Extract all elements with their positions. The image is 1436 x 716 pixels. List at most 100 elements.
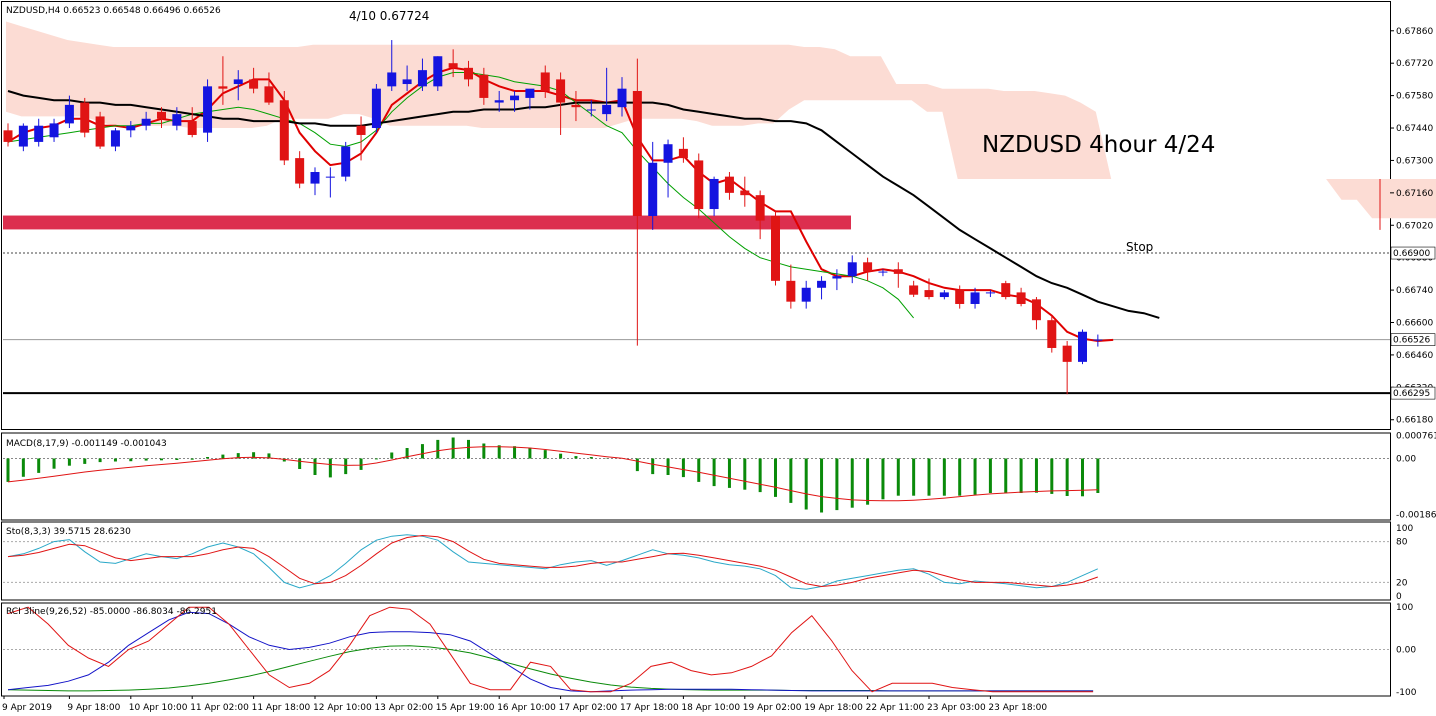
candle-body[interactable] xyxy=(95,116,105,147)
candle-body[interactable] xyxy=(494,100,504,103)
current-price-tag: 0.66526 xyxy=(1393,336,1430,346)
candle-body[interactable] xyxy=(617,88,627,108)
candle-body[interactable] xyxy=(955,290,965,304)
candle-body[interactable] xyxy=(448,63,458,68)
candle-body[interactable] xyxy=(740,190,750,196)
time-tick-label: 16 Apr 10:00 xyxy=(497,703,556,713)
price-panel[interactable]: 0.67860 0.67720 0.67580 0.67440 0.67300 0.671… xyxy=(1,1,1436,430)
candle-body[interactable] xyxy=(878,271,888,273)
candle-body[interactable] xyxy=(187,121,197,135)
candle-body[interactable] xyxy=(832,276,842,279)
candle-body[interactable] xyxy=(970,292,980,304)
candle-body[interactable] xyxy=(801,287,811,302)
macd-panel[interactable]: 0.000761 0.00 -0.001865 xyxy=(1,432,1436,521)
time-tick-label: 17 Apr 18:00 xyxy=(620,703,679,713)
candle-body[interactable] xyxy=(34,125,44,142)
macd-frame xyxy=(1,432,1391,521)
candle-body[interactable] xyxy=(939,292,949,298)
candle-body[interactable] xyxy=(325,176,335,178)
time-tick-label: 23 Apr 03:00 xyxy=(927,703,986,713)
candle-body[interactable] xyxy=(924,290,934,298)
candle-body[interactable] xyxy=(356,125,366,135)
rci-short-line xyxy=(7,606,1094,693)
candle-body[interactable] xyxy=(3,130,13,142)
candle-body[interactable] xyxy=(172,114,182,126)
candle-body[interactable] xyxy=(540,72,550,91)
candle-body[interactable] xyxy=(110,130,120,147)
candle-body[interactable] xyxy=(909,285,919,295)
price-tick-label: 0.66740 xyxy=(1396,286,1433,296)
candle-body[interactable] xyxy=(817,280,827,288)
candle-body[interactable] xyxy=(724,176,734,193)
candle-body[interactable] xyxy=(387,72,397,87)
candle-body[interactable] xyxy=(402,79,412,85)
macd-tick-label: -0.001865 xyxy=(1396,510,1436,520)
candle-body[interactable] xyxy=(556,79,566,103)
candle-body[interactable] xyxy=(893,269,903,274)
candle-body[interactable] xyxy=(1031,299,1041,321)
candle-body[interactable] xyxy=(218,86,228,89)
candle-body[interactable] xyxy=(126,125,136,131)
stochastic-tick-label: 20 xyxy=(1396,578,1408,588)
candle-body[interactable] xyxy=(1078,331,1087,362)
candle-body[interactable] xyxy=(141,118,151,126)
candle-body[interactable] xyxy=(678,148,688,159)
candle-body[interactable] xyxy=(694,160,704,210)
candle-body[interactable] xyxy=(648,162,658,216)
candle-body[interactable] xyxy=(18,125,28,147)
candle-body[interactable] xyxy=(1093,339,1103,341)
stochastic-tick-label: 0 xyxy=(1396,592,1402,602)
stop-price-tag-box xyxy=(1390,246,1436,260)
candle-body[interactable] xyxy=(663,144,673,163)
candle-body[interactable] xyxy=(64,104,74,124)
candle-body[interactable] xyxy=(157,111,166,119)
stochastic-signal-line xyxy=(7,534,1098,588)
candle-body[interactable] xyxy=(586,109,596,111)
stochastic-tick-label: 80 xyxy=(1396,538,1408,548)
candle-body[interactable] xyxy=(571,104,581,108)
candle-body[interactable] xyxy=(632,90,642,216)
stochastic-panel[interactable]: 100 80 20 0 xyxy=(1,521,1414,602)
candle-body[interactable] xyxy=(510,95,520,101)
candle-body[interactable] xyxy=(1062,345,1072,362)
candle-body[interactable] xyxy=(80,102,90,133)
candle-body[interactable] xyxy=(1016,292,1026,304)
candle-body[interactable] xyxy=(1047,320,1057,348)
candle-body[interactable] xyxy=(755,195,765,221)
candle-body[interactable] xyxy=(602,104,612,115)
macd-tick-label: 0.00 xyxy=(1396,455,1416,465)
candle-body[interactable] xyxy=(264,86,274,103)
candle-body[interactable] xyxy=(771,216,780,281)
candle-body[interactable] xyxy=(233,79,243,85)
stochastic-label: Sto(8,3,3) 39.5715 28.6230 xyxy=(6,527,131,537)
candle-body[interactable] xyxy=(341,146,351,177)
support-price-tag: 0.66295 xyxy=(1393,389,1430,399)
candle-body[interactable] xyxy=(249,79,259,89)
candle-body[interactable] xyxy=(464,67,473,80)
price-tick-label: 0.67580 xyxy=(1396,92,1433,102)
price-tick-label: 0.67860 xyxy=(1396,27,1433,37)
candle-body[interactable] xyxy=(203,86,213,133)
candle-body[interactable] xyxy=(863,262,873,272)
candle-body[interactable] xyxy=(985,292,995,294)
price-tick-label: 0.67300 xyxy=(1396,156,1433,166)
candle-body[interactable] xyxy=(479,74,489,98)
candle-body[interactable] xyxy=(709,178,719,210)
candle-body[interactable] xyxy=(786,280,796,302)
candle-body[interactable] xyxy=(49,123,59,138)
candle-body[interactable] xyxy=(295,158,305,184)
candle-body[interactable] xyxy=(279,100,289,161)
rci-panel[interactable]: 100 0.00 -100 xyxy=(1,602,1417,698)
candle-body[interactable] xyxy=(847,262,857,277)
time-tick-label: 13 Apr 02:00 xyxy=(374,703,433,713)
candle-body[interactable] xyxy=(310,172,320,184)
candle-body[interactable] xyxy=(417,70,427,87)
candle-body[interactable] xyxy=(525,88,535,98)
candle-body[interactable] xyxy=(433,56,443,87)
peak-annotation: 4/10 0.67724 xyxy=(349,9,429,23)
candle-body[interactable] xyxy=(371,88,381,129)
candle-body[interactable] xyxy=(1001,283,1011,298)
time-axis: 9 Apr 2019 9 Apr 18:00 10 Apr 10:00 11 Apr … xyxy=(2,696,1047,713)
macd-tick-label: 0.000761 xyxy=(1396,432,1436,442)
